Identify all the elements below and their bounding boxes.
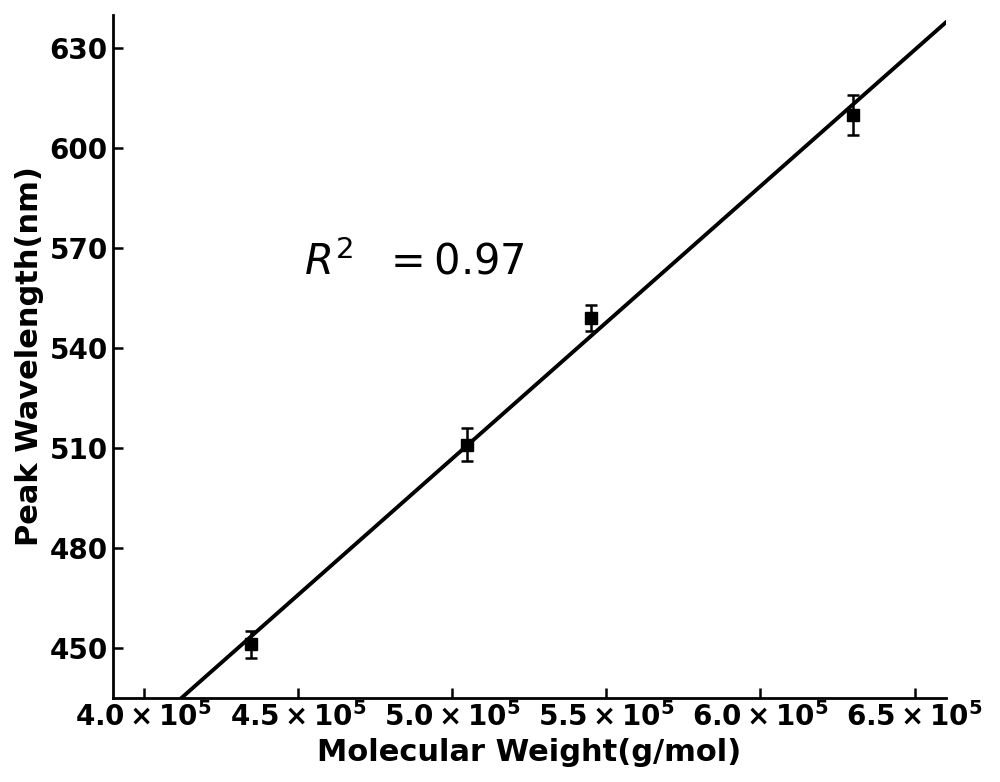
- X-axis label: Molecular Weight(g/mol): Molecular Weight(g/mol): [317, 738, 741, 767]
- Text: $\mathit{R}^2$$\ \ =0.97$: $\mathit{R}^2$$\ \ =0.97$: [304, 242, 525, 284]
- Y-axis label: Peak Wavelength(nm): Peak Wavelength(nm): [15, 167, 44, 547]
